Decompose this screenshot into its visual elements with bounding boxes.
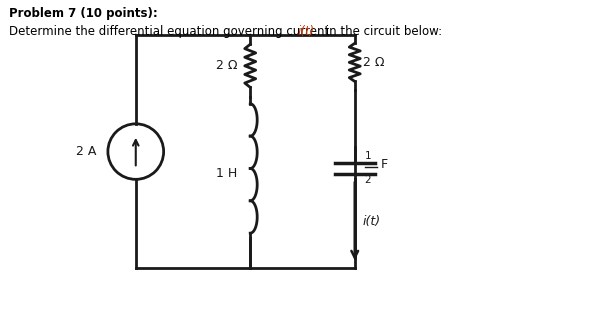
Text: 2 Ω: 2 Ω [363,56,384,69]
Text: Determine the differential equation governing current: Determine the differential equation gove… [10,25,333,38]
Text: 1 H: 1 H [216,167,237,180]
Text: 1: 1 [365,151,371,161]
Text: 2: 2 [365,175,371,185]
Text: 2 Ω: 2 Ω [216,59,237,72]
Text: Problem 7 (10 points):: Problem 7 (10 points): [10,7,158,20]
Text: F: F [381,158,387,171]
Text: in the circuit below:: in the circuit below: [322,25,442,38]
Text: 2 A: 2 A [76,145,96,158]
Text: i(t): i(t) [363,215,381,228]
Text: i(t): i(t) [298,25,315,38]
